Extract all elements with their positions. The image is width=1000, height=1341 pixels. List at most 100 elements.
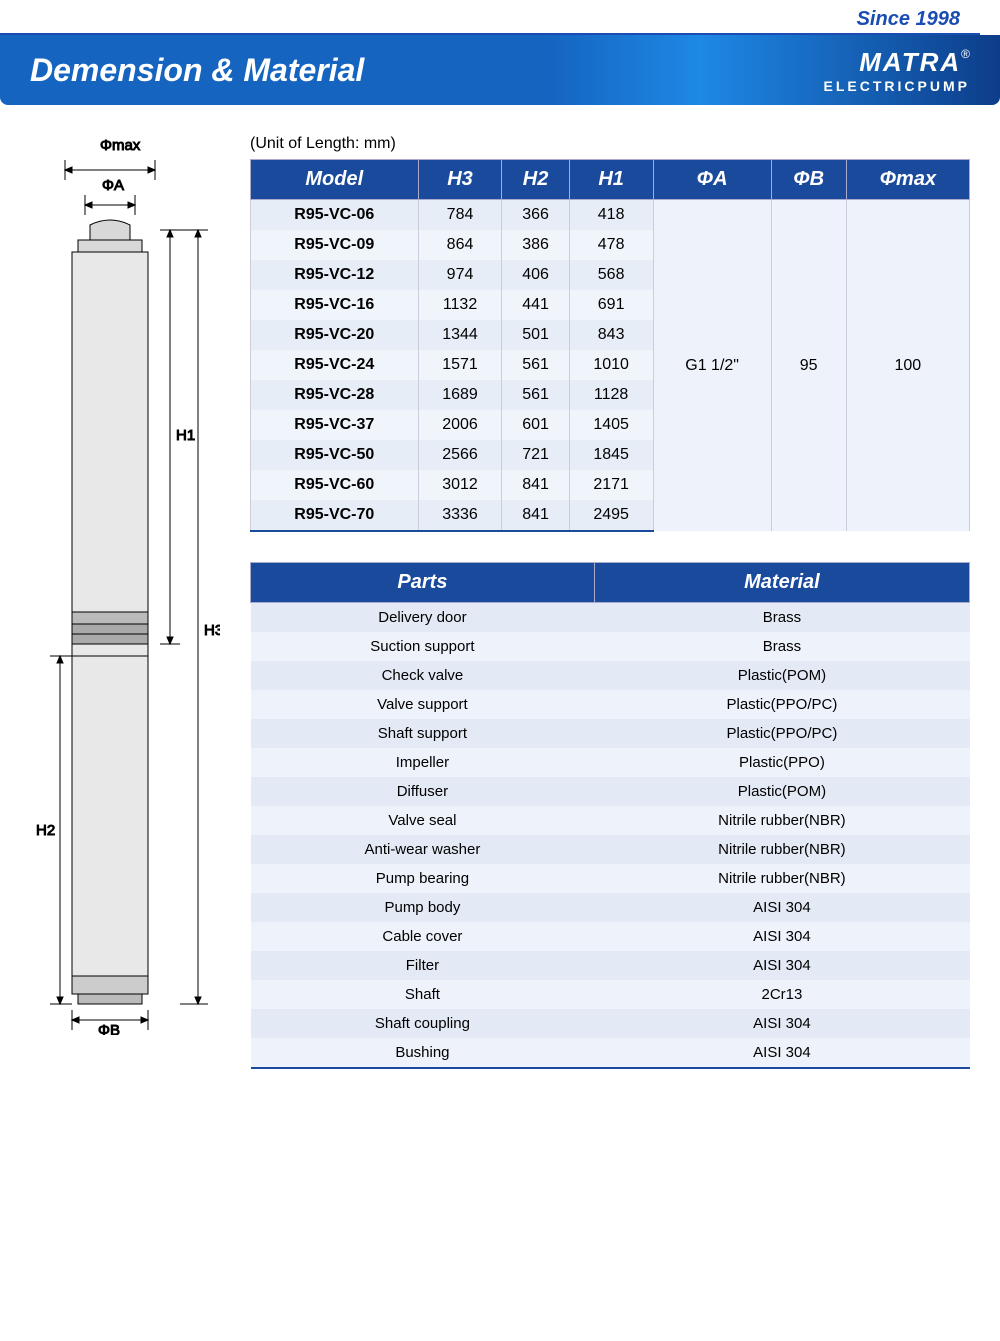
dim-cell: 1405: [569, 410, 653, 440]
dim-cell: 418: [569, 200, 653, 231]
dim-cell: 974: [418, 260, 502, 290]
mat-cell: Shaft support: [251, 719, 595, 748]
dim-cell: R95-VC-20: [251, 320, 419, 350]
label-phib: ΦB: [98, 1022, 120, 1035]
mat-cell: Plastic(PPO/PC): [594, 690, 969, 719]
label-h2: H2: [36, 822, 55, 839]
mat-cell: Bushing: [251, 1038, 595, 1068]
mat-cell: 2Cr13: [594, 980, 969, 1009]
dim-cell: 501: [502, 320, 569, 350]
mat-cell: Plastic(PPO/PC): [594, 719, 969, 748]
brand-logo: MATRA®: [824, 47, 970, 78]
dim-cell: R95-VC-28: [251, 380, 419, 410]
dim-cell: R95-VC-60: [251, 470, 419, 500]
mat-cell: Nitrile rubber(NBR): [594, 864, 969, 893]
mat-cell: Nitrile rubber(NBR): [594, 835, 969, 864]
dim-cell: 691: [569, 290, 653, 320]
dim-cell: 1344: [418, 320, 502, 350]
dim-cell: 406: [502, 260, 569, 290]
dim-cell: 2495: [569, 500, 653, 531]
dim-cell: R95-VC-09: [251, 230, 419, 260]
label-h1: H1: [176, 427, 195, 444]
mat-cell: Cable cover: [251, 922, 595, 951]
brand-block: MATRA® ELECTRICPUMP: [824, 47, 970, 94]
unit-label: (Unit of Length: mm): [250, 135, 970, 153]
title-banner: Demension & Material MATRA® ELECTRICPUMP: [0, 35, 1000, 105]
dim-cell: 2566: [418, 440, 502, 470]
dimension-table: ModelH3H2H1ΦAΦBΦmax R95-VC-06784366418G1…: [250, 159, 970, 532]
mat-cell: AISI 304: [594, 893, 969, 922]
mat-cell: AISI 304: [594, 1009, 969, 1038]
mat-cell: Impeller: [251, 748, 595, 777]
dim-cell: 3012: [418, 470, 502, 500]
dim-cell: 784: [418, 200, 502, 231]
material-table: PartsMaterial Delivery doorBrassSuction …: [250, 562, 970, 1069]
dim-col-header: Model: [251, 160, 419, 200]
dim-merged-cell: G1 1/2": [653, 200, 771, 532]
dim-cell: R95-VC-70: [251, 500, 419, 531]
label-phia: ΦA: [102, 177, 124, 194]
dim-cell: R95-VC-06: [251, 200, 419, 231]
mat-cell: AISI 304: [594, 951, 969, 980]
dim-cell: 601: [502, 410, 569, 440]
dim-merged-cell: 95: [771, 200, 846, 532]
mat-cell: AISI 304: [594, 922, 969, 951]
mat-col-header: Material: [594, 563, 969, 603]
dim-cell: R95-VC-24: [251, 350, 419, 380]
mat-cell: Check valve: [251, 661, 595, 690]
dim-cell: R95-VC-37: [251, 410, 419, 440]
dim-cell: 843: [569, 320, 653, 350]
since-text: Since 1998: [857, 8, 960, 30]
dim-cell: 721: [502, 440, 569, 470]
dim-col-header: H3: [418, 160, 502, 200]
dim-cell: 1132: [418, 290, 502, 320]
dim-cell: R95-VC-12: [251, 260, 419, 290]
mat-cell: Diffuser: [251, 777, 595, 806]
dim-cell: 386: [502, 230, 569, 260]
mat-cell: Delivery door: [251, 603, 595, 633]
mat-cell: Shaft: [251, 980, 595, 1009]
dim-col-header: Φmax: [846, 160, 969, 200]
dim-cell: 1128: [569, 380, 653, 410]
mat-cell: Valve support: [251, 690, 595, 719]
tables-column: (Unit of Length: mm) ModelH3H2H1ΦAΦBΦmax…: [250, 135, 970, 1069]
mat-cell: Filter: [251, 951, 595, 980]
dim-cell: 2171: [569, 470, 653, 500]
header-top: Since 1998: [0, 0, 1000, 33]
mat-cell: Valve seal: [251, 806, 595, 835]
page-title: Demension & Material: [30, 52, 364, 89]
dim-cell: 441: [502, 290, 569, 320]
dim-cell: 478: [569, 230, 653, 260]
content-area: Φmax ΦA: [0, 105, 1000, 1109]
mat-cell: Nitrile rubber(NBR): [594, 806, 969, 835]
mat-cell: Suction support: [251, 632, 595, 661]
dim-cell: R95-VC-50: [251, 440, 419, 470]
pump-diagram: Φmax ΦA: [30, 135, 220, 1069]
dim-cell: 1689: [418, 380, 502, 410]
dim-cell: 1010: [569, 350, 653, 380]
dim-cell: 2006: [418, 410, 502, 440]
dim-merged-cell: 100: [846, 200, 969, 532]
dim-cell: 841: [502, 470, 569, 500]
dim-cell: 864: [418, 230, 502, 260]
dim-cell: R95-VC-16: [251, 290, 419, 320]
mat-cell: Anti-wear washer: [251, 835, 595, 864]
label-h3: H3: [204, 622, 220, 639]
mat-cell: Pump bearing: [251, 864, 595, 893]
brand-subtitle: ELECTRICPUMP: [824, 78, 970, 94]
dim-cell: 568: [569, 260, 653, 290]
mat-cell: Shaft coupling: [251, 1009, 595, 1038]
dim-col-header: H2: [502, 160, 569, 200]
mat-cell: Plastic(PPO): [594, 748, 969, 777]
label-phimax: Φmax: [100, 137, 141, 154]
dim-cell: 366: [502, 200, 569, 231]
dim-cell: 561: [502, 380, 569, 410]
dim-col-header: ΦB: [771, 160, 846, 200]
dim-cell: 561: [502, 350, 569, 380]
mat-col-header: Parts: [251, 563, 595, 603]
dim-col-header: ΦA: [653, 160, 771, 200]
mat-cell: Brass: [594, 603, 969, 633]
dim-col-header: H1: [569, 160, 653, 200]
mat-cell: Pump body: [251, 893, 595, 922]
mat-cell: Plastic(POM): [594, 661, 969, 690]
